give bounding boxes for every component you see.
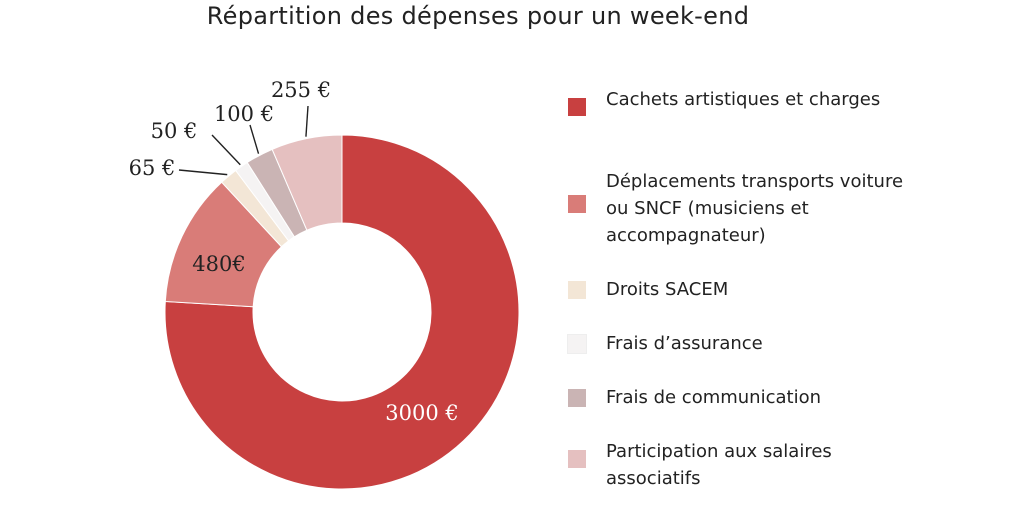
legend-label: Droits SACEM bbox=[606, 279, 729, 300]
legend-label: Cachets artistiques et charges bbox=[606, 89, 881, 110]
slice-value-label-3: 50 € bbox=[151, 119, 198, 143]
legend-item: Droits SACEM bbox=[568, 276, 906, 303]
leader-line-5 bbox=[305, 105, 309, 137]
slice-value-label-0: 3000 € bbox=[385, 401, 458, 425]
legend-swatch bbox=[568, 450, 586, 468]
legend-item: Participation aux salaires associatifs bbox=[568, 438, 906, 492]
slice-value-label-4: 100 € bbox=[214, 102, 274, 126]
legend-label: Déplacements transports voiture ou SNCF … bbox=[606, 171, 904, 246]
chart-title: Répartition des dépenses pour un week-en… bbox=[206, 2, 750, 30]
legend-swatch bbox=[568, 98, 586, 116]
legend-label: Frais d’assurance bbox=[606, 333, 763, 354]
legend-swatch bbox=[568, 281, 586, 299]
legend-label: Frais de communication bbox=[606, 387, 821, 408]
slice-value-label-1: 480€ bbox=[192, 252, 245, 276]
legend-item: Déplacements transports voiture ou SNCF … bbox=[568, 168, 906, 249]
slice-5 bbox=[271, 134, 343, 231]
leader-line-3 bbox=[211, 134, 241, 166]
legend-item: Frais de communication bbox=[568, 384, 906, 411]
slice-value-label-2: 65 € bbox=[129, 156, 176, 180]
legend-item: Frais d’assurance bbox=[567, 330, 906, 357]
legend-swatch bbox=[567, 334, 587, 354]
slice-value-label-5: 255 € bbox=[271, 78, 331, 102]
legend-label: Participation aux salaires associatifs bbox=[606, 441, 832, 489]
leader-line-2 bbox=[178, 169, 228, 176]
legend-swatch bbox=[568, 389, 586, 407]
legend-item: Cachets artistiques et charges bbox=[568, 86, 906, 116]
slice-0 bbox=[164, 134, 520, 490]
leader-line-4 bbox=[249, 124, 260, 154]
legend-swatch bbox=[568, 195, 586, 213]
